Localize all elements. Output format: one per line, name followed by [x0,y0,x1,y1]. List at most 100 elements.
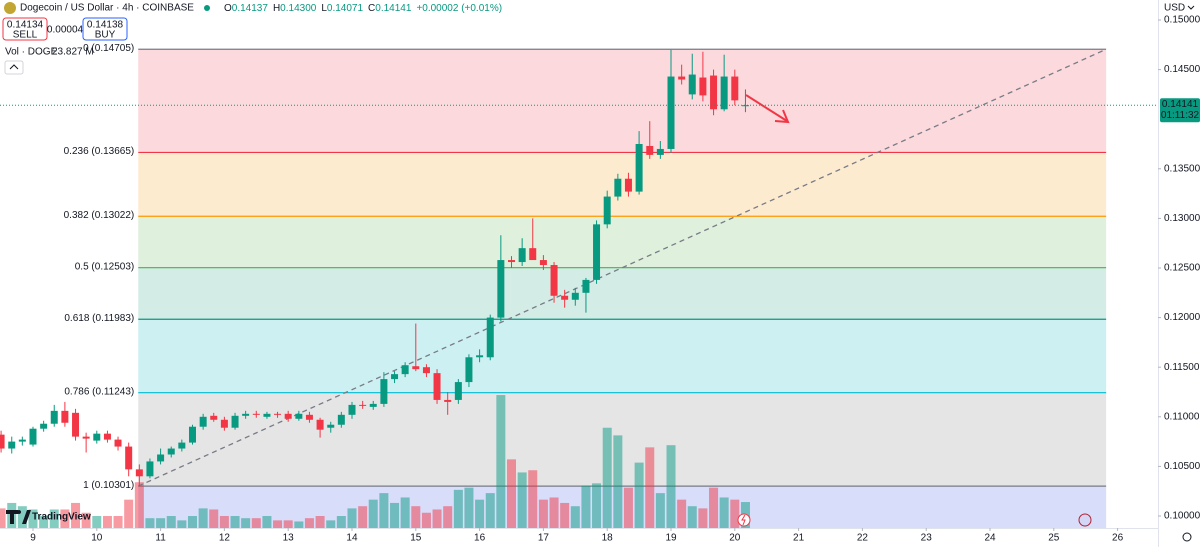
candle-body [146,461,154,477]
y-tick-label: 0.10000 [1164,511,1200,522]
candles [0,49,749,487]
volume-bar [538,499,548,528]
volume-bar [592,483,602,528]
volume-legend-label: Vol · DOGE [5,47,58,58]
event-icon-bolt [741,514,746,526]
volume-bar [560,502,570,528]
candle-body [178,442,186,449]
y-tick-label: 0.12000 [1164,312,1200,323]
volume-bar [623,487,633,528]
volume-bar [92,516,102,528]
volume-bar [581,485,591,528]
fib-band [138,49,1107,153]
candle-body [305,414,313,420]
volume-bar [517,472,527,528]
volume-bar [613,435,623,528]
candle-body [157,454,165,462]
candle-body [220,419,228,428]
x-tick-label: 12 [219,533,231,544]
x-tick-label: 10 [91,533,103,544]
candle-body [422,367,430,374]
coin-logo [4,2,16,14]
candle-body [454,382,462,400]
sell-button[interactable] [2,17,48,41]
currency[interactable]: USD [1164,3,1185,14]
spread: 0.00004 [47,25,84,36]
volume-bar [166,516,176,528]
candle-body [561,295,569,300]
volume-bar [411,506,421,528]
candle-body [646,145,654,155]
candle-body [348,404,356,415]
fib-level-label: 0.786 (0.11243) [64,386,134,397]
candle-body [8,441,16,449]
candle-body [18,439,26,442]
volume-bar [0,508,6,528]
ohlc-key: H [273,3,280,14]
fib-band [138,152,1107,217]
settings-icon[interactable] [1182,532,1192,542]
candle-body [40,423,48,429]
volume-bar [464,487,474,528]
fib-level-label: 1 (0.10301) [83,480,134,491]
market-status[interactable] [204,5,210,11]
volume-bar [273,520,283,528]
volume-bar [336,516,346,528]
candle-body [252,413,260,415]
candle-body [103,433,111,440]
candle-body [635,143,643,192]
candle-body [50,410,58,424]
candle-body [369,403,377,407]
x-tick-label: 23 [921,533,933,544]
candle-body [199,416,207,427]
candle-body [295,413,303,419]
symbol-title[interactable]: Dogecoin / US Dollar · 4h · COINBASE [20,3,194,14]
candle-body [507,260,515,263]
buy-label: BUY [95,30,116,41]
volume-bar [219,516,229,528]
candle-body [476,355,484,358]
price-axis-bg [1158,0,1200,547]
candle-body [359,404,367,406]
volume-bar [230,516,240,528]
economic-event-icon[interactable] [1078,513,1092,527]
ohlc-value: 0.14071 [327,3,364,14]
volume-bar [730,499,740,528]
volume-bar [570,506,580,528]
volume-bar [283,520,293,528]
logo-mark [6,510,31,524]
volume-bar [113,516,123,528]
volume-bar [315,516,325,528]
fib-level-label: 0.236 (0.13665) [64,146,135,157]
volume-bar [304,518,314,528]
ohlc-value: 0.14141 [375,3,412,14]
ohlc-legend: O0.14137 H0.14300 L0.14071 C0.14141 +0.00002… [224,3,502,14]
candle-body [699,77,707,96]
candle-body [593,224,601,280]
candle-body [188,426,196,443]
x-tick-label: 13 [283,533,295,544]
volume-bar [347,508,357,528]
ohlc-key: L [321,3,327,14]
volume-bar [719,497,729,528]
candle-body [391,374,399,380]
buy-price: 0.14138 [87,20,124,31]
volume-bar [528,470,538,528]
volume-bar [379,493,389,528]
candle-body [401,365,409,375]
volume-bar [358,506,368,528]
candle-body [550,265,558,296]
collapse-button[interactable] [4,60,24,75]
buy-button[interactable] [82,17,128,41]
volume-bar [60,509,70,528]
ohlc-key: O [224,3,232,14]
volume-bar [634,462,644,528]
volume-bar [549,497,559,528]
volume-bar [698,508,708,528]
volume-bar [485,493,495,528]
volume-bar [390,502,400,528]
candle-body [316,419,324,430]
sell-label: SELL [13,30,38,41]
